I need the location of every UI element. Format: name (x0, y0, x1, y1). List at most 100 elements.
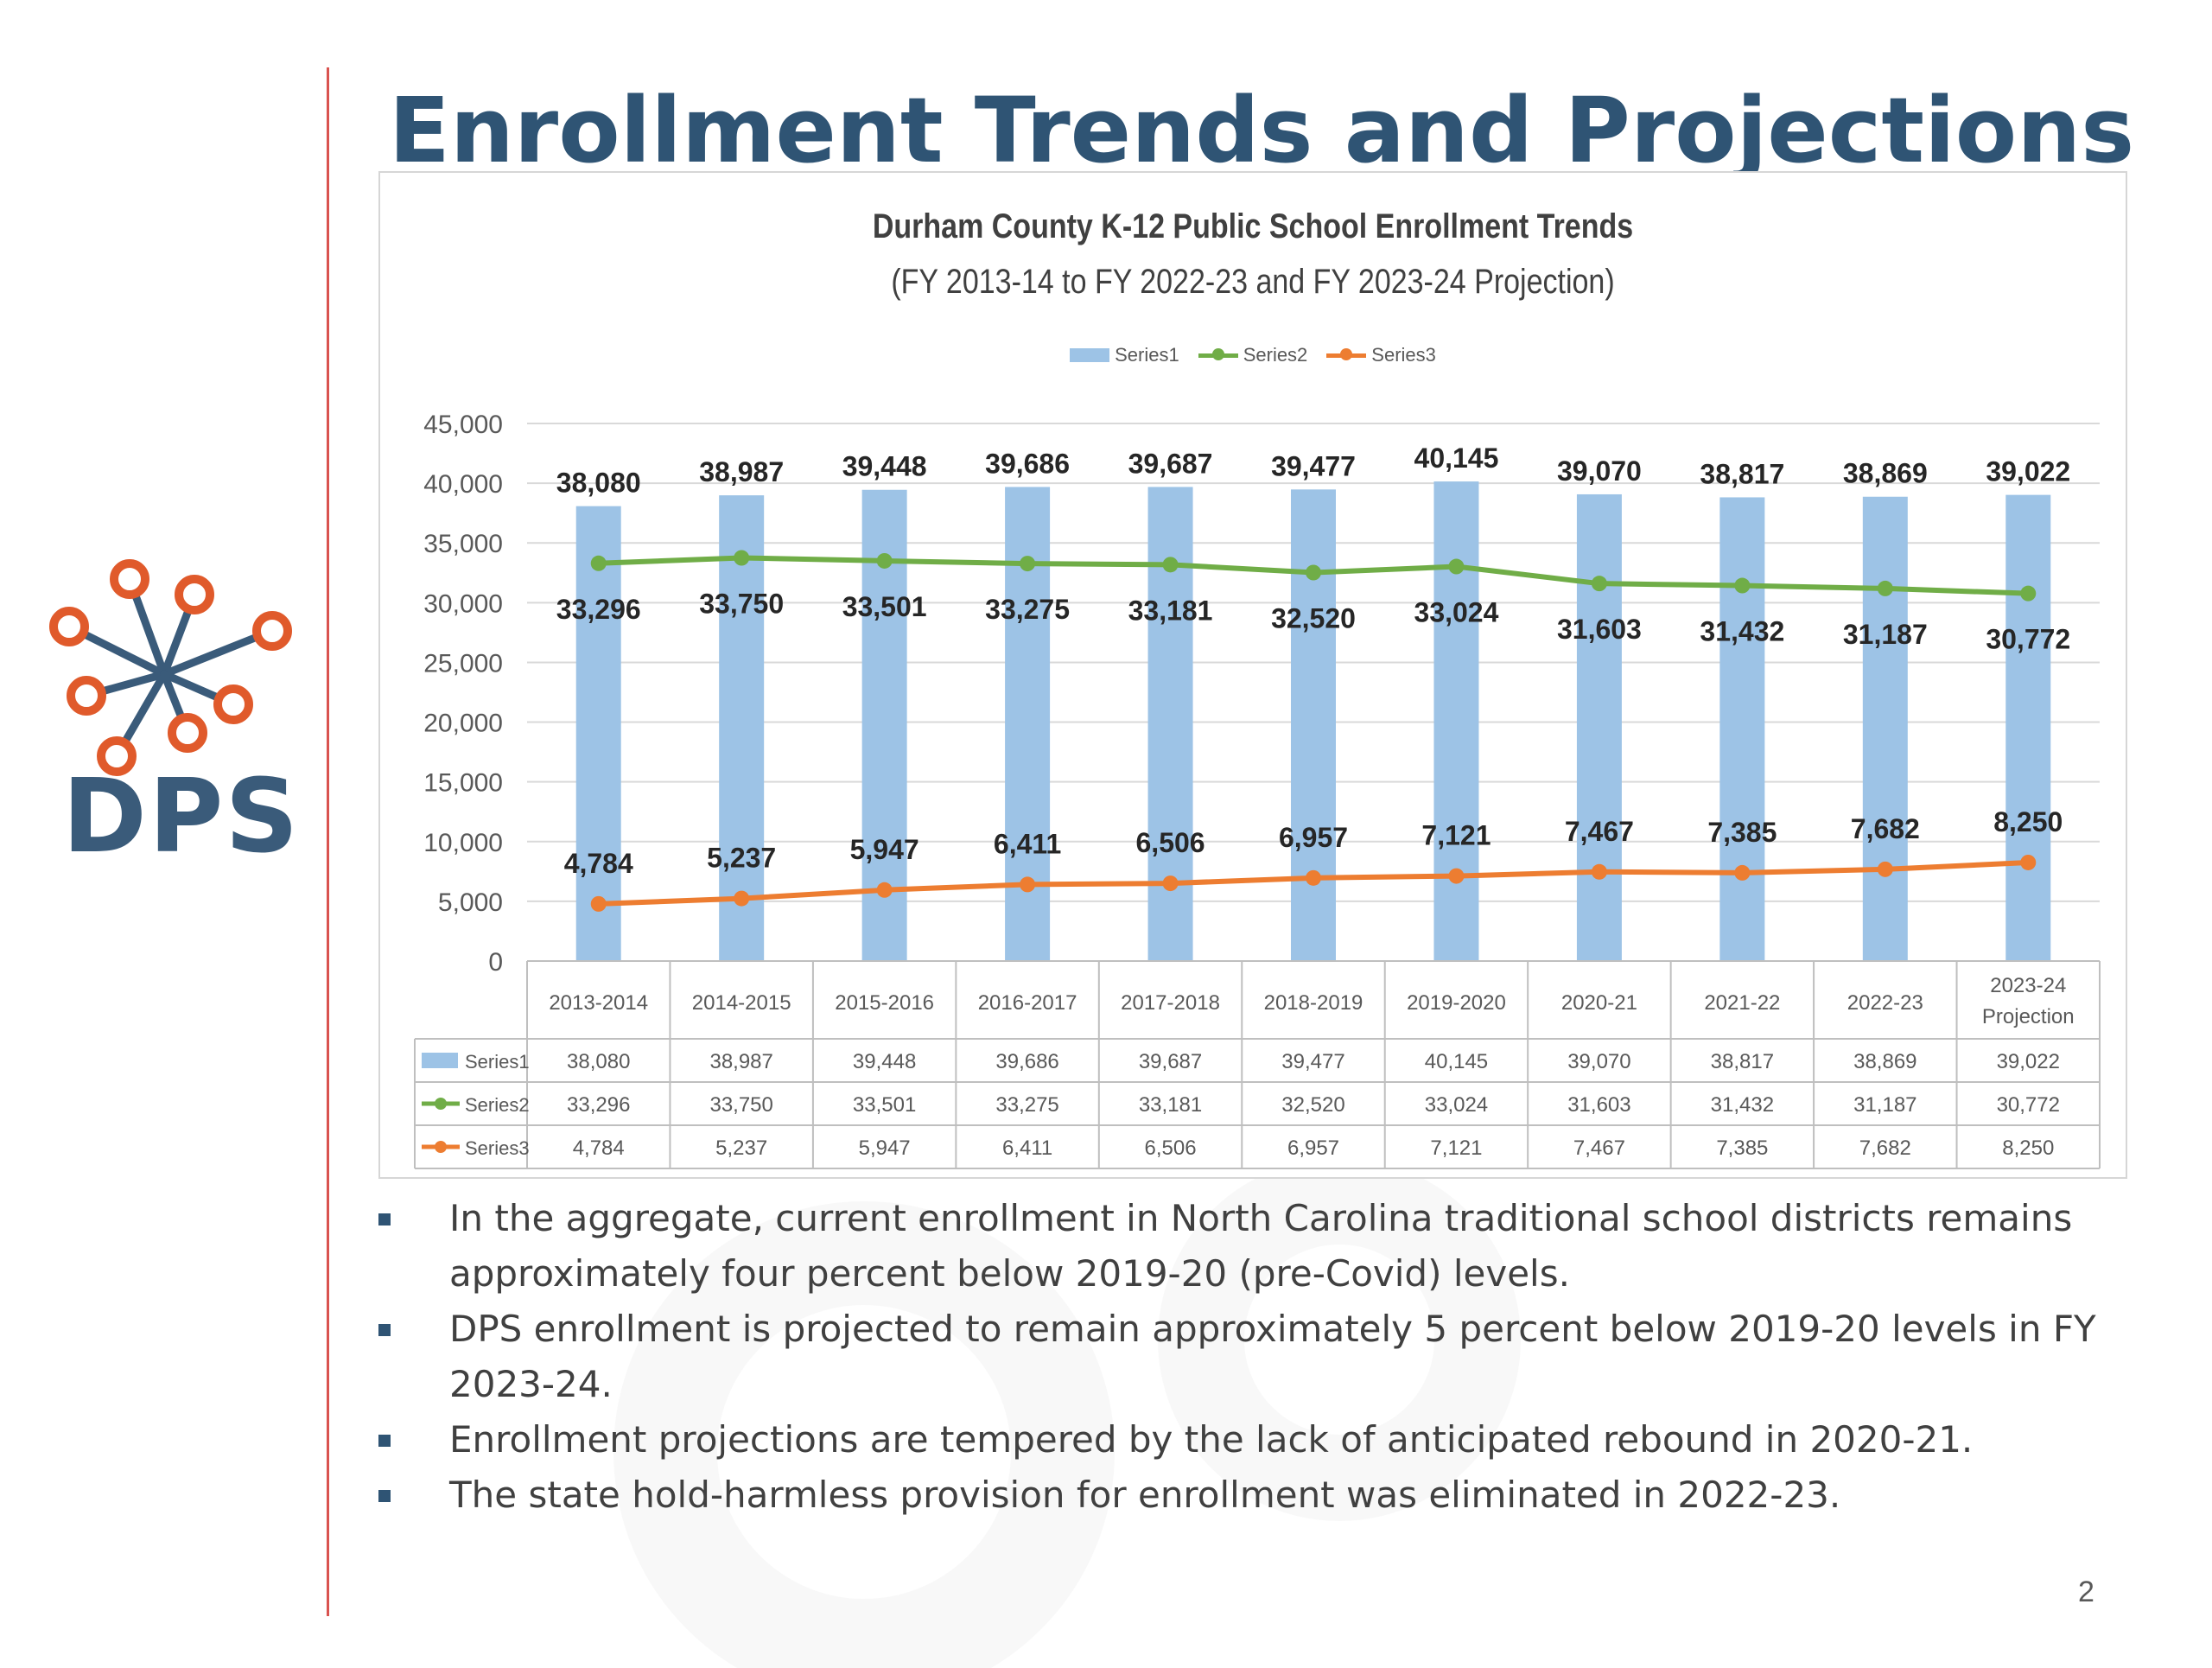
table-cell-series3: 6,506 (1145, 1136, 1197, 1160)
data-label-series2: 33,181 (1128, 595, 1213, 626)
data-label-series3: 7,385 (1707, 817, 1777, 848)
legend-swatch-series2 (1198, 347, 1238, 360)
y-tick-label: 45,000 (423, 411, 503, 439)
table-cell-series3: 7,121 (1430, 1136, 1482, 1160)
table-cell-series1: 39,070 (1567, 1050, 1630, 1073)
point-series3 (1448, 868, 1465, 884)
point-series2 (590, 555, 607, 571)
data-label-series3: 7,121 (1421, 820, 1491, 851)
data-label-series2: 32,520 (1271, 603, 1356, 634)
table-cell-series1: 39,686 (995, 1050, 1058, 1073)
table-cell-series1: 38,869 (1853, 1050, 1916, 1073)
bar-series1 (1719, 497, 1765, 961)
table-cell-series1: 39,022 (1997, 1050, 2060, 1073)
table-cell-series3: 6,411 (1002, 1136, 1052, 1160)
table-row-label-series2: Series2 (465, 1094, 530, 1116)
data-label-series1: 38,080 (556, 468, 641, 499)
bullet-text: DPS enrollment is projected to remain ap… (449, 1308, 2096, 1405)
table-key-series3 (435, 1141, 447, 1153)
logo-text: DPS (62, 756, 301, 875)
table-cell-series2: 31,432 (1711, 1093, 1774, 1117)
bullet-item: Enrollment projections are tempered by t… (372, 1412, 2169, 1467)
table-cell-series2: 33,750 (709, 1093, 772, 1117)
table-cell-series2: 31,603 (1567, 1093, 1630, 1117)
legend-label-series1: Series1 (1115, 344, 1179, 366)
data-label-series3: 7,467 (1565, 816, 1634, 847)
point-series2 (2020, 585, 2037, 602)
point-series3 (876, 882, 893, 898)
data-label-series2: 33,296 (556, 594, 641, 625)
bar-series1 (719, 495, 765, 961)
y-tick-label: 30,000 (423, 589, 503, 618)
bullet-text: In the aggregate, current enrollment in … (449, 1197, 2073, 1295)
bullet-marker (378, 1435, 391, 1447)
bar-series1 (2005, 494, 2051, 961)
divider-line (327, 67, 329, 1616)
chart-title: Durham County K-12 Public School Enrollm… (872, 207, 1634, 245)
data-label-series2: 33,275 (985, 594, 1070, 625)
y-tick-label: 20,000 (423, 710, 503, 738)
chart-subtitle: (FY 2013-14 to FY 2022-23 and FY 2023-24… (891, 263, 1615, 301)
table-cell-series2: 33,024 (1425, 1093, 1488, 1117)
point-series3 (1734, 864, 1751, 881)
table-cell-series1: 38,817 (1711, 1050, 1774, 1073)
table-cell-series3: 8,250 (2002, 1136, 2054, 1160)
data-label-series3: 7,682 (1851, 813, 1920, 844)
bullet-item: The state hold-harmless provision for en… (372, 1467, 2169, 1523)
data-label-series2: 30,772 (1986, 624, 2070, 655)
x-tick-label: 2023-24 (1990, 974, 2066, 997)
table-cell-series2: 30,772 (1997, 1093, 2060, 1117)
bullet-marker (378, 1324, 391, 1336)
x-tick-label: 2013-2014 (549, 991, 648, 1015)
y-tick-label: 15,000 (423, 769, 503, 798)
table-cell-series2: 33,181 (1139, 1093, 1202, 1117)
bar-series1 (1862, 496, 1908, 961)
chart-container: Durham County K-12 Public School Enrollm… (378, 171, 2127, 1179)
table-cell-series1: 39,477 (1281, 1050, 1344, 1073)
table-cell-series1: 38,080 (567, 1050, 630, 1073)
x-tick-label: 2020-21 (1561, 991, 1637, 1015)
bullet-text: Enrollment projections are tempered by t… (449, 1418, 1974, 1461)
table-cell-series3: 5,237 (715, 1136, 767, 1160)
data-label-series2: 31,603 (1557, 614, 1642, 645)
legend-swatch-series3 (1326, 347, 1367, 360)
point-series2 (1162, 557, 1179, 573)
y-tick-label: 40,000 (423, 470, 503, 499)
data-label-series1: 38,817 (1700, 458, 1784, 489)
point-series2 (1591, 576, 1607, 592)
data-label-series1: 39,070 (1557, 455, 1642, 487)
table-cell-series3: 4,784 (573, 1136, 625, 1160)
x-tick-label: 2014-2015 (692, 991, 791, 1015)
bullet-marker (378, 1213, 391, 1226)
data-label-series3: 6,411 (994, 828, 1061, 859)
point-series3 (734, 890, 750, 907)
x-tick-label: 2022-23 (1847, 991, 1923, 1015)
legend-swatch-series1 (1070, 348, 1110, 362)
y-tick-label: 10,000 (423, 829, 503, 857)
legend-series2: Series2 (1198, 344, 1307, 366)
data-label-series1: 40,145 (1414, 442, 1499, 474)
data-label-series1: 39,686 (985, 448, 1070, 479)
bar-series1 (1433, 481, 1479, 961)
table-cell-series2: 33,296 (567, 1093, 630, 1117)
bar-series1 (1576, 493, 1622, 961)
table-cell-series2: 33,501 (853, 1093, 916, 1117)
data-label-series1: 39,687 (1128, 448, 1213, 479)
point-series3 (1020, 876, 1036, 893)
dps-logo-icon (49, 559, 292, 776)
data-label-series2: 31,187 (1843, 619, 1928, 650)
x-tick-label: 2018-2019 (1264, 991, 1363, 1015)
x-tick-label: 2016-2017 (978, 991, 1077, 1015)
table-cell-series2: 33,275 (995, 1093, 1058, 1117)
point-series3 (1877, 861, 1893, 877)
x-tick-label: 2015-2016 (835, 991, 934, 1015)
data-label-series2: 33,750 (699, 589, 784, 620)
watermark-graphic (613, 1158, 1521, 1668)
y-tick-label: 25,000 (423, 649, 503, 678)
point-series2 (1448, 558, 1465, 575)
x-tick-label: 2019-2020 (1407, 991, 1506, 1015)
legend-series1: Series1 (1070, 344, 1179, 366)
point-series3 (1162, 875, 1179, 892)
bullet-item: DPS enrollment is projected to remain ap… (372, 1302, 2169, 1412)
point-series2 (1877, 580, 1893, 596)
